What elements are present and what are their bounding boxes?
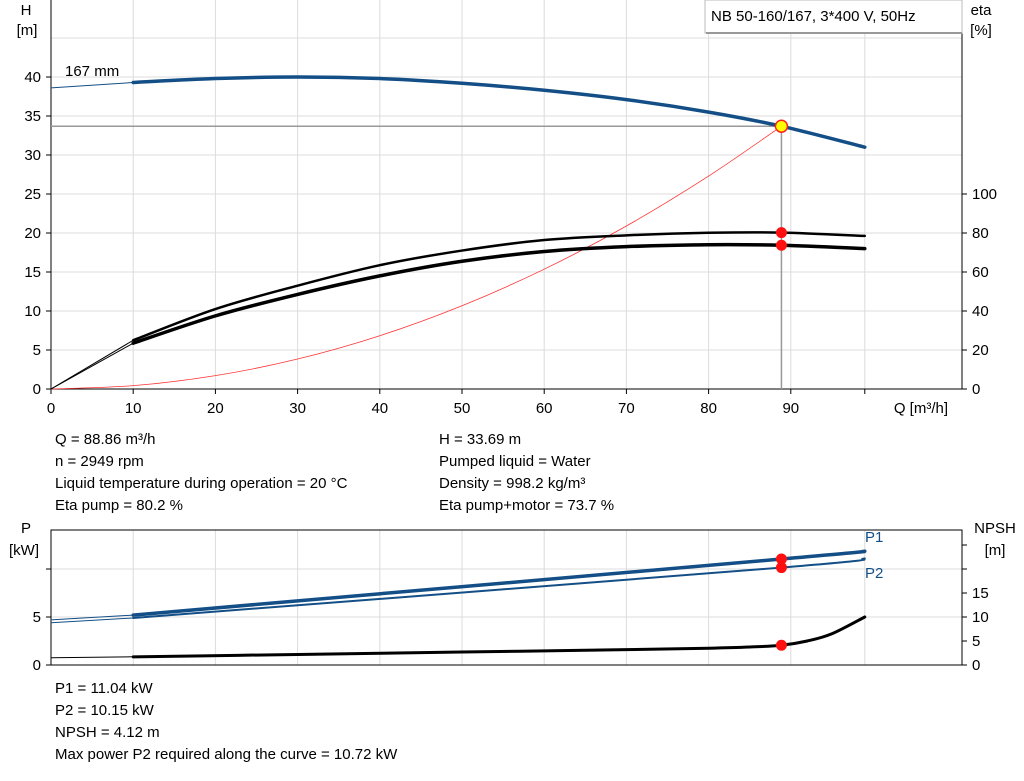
flow-value: Q = 88.86 m³/h — [55, 431, 156, 448]
p1-point — [775, 553, 787, 565]
y-tick-label-right: 0 — [972, 381, 980, 398]
y-axis-unit-right: [m] — [985, 542, 1006, 559]
y-tick-label-right: 100 — [972, 186, 997, 203]
eta-pump-motor-curve-extension — [50, 342, 134, 390]
y-tick-label-right: 5 — [972, 633, 980, 650]
x-tick-label: 30 — [289, 400, 306, 417]
system-curve — [50, 125, 782, 390]
y-axis-label-left: P — [21, 520, 31, 537]
y-tick-label-left: 35 — [24, 108, 41, 125]
p2-curve-extension — [50, 617, 134, 624]
p2-label: P2 — [865, 565, 883, 582]
eta-pump-motor-point — [775, 239, 787, 251]
y-tick-label-right: 40 — [972, 303, 989, 320]
p2-point — [775, 562, 787, 574]
p1-curve-extension — [50, 614, 134, 621]
y-tick-label-right: 60 — [972, 264, 989, 281]
duty-info-left: Q = 88.86 m³/h n = 2949 rpm Liquid tempe… — [55, 429, 347, 517]
eta-pump-motor-curve — [131, 242, 867, 345]
duty-point — [774, 119, 789, 133]
p1-label: P1 — [865, 529, 883, 546]
y-axis-unit-left: [m] — [17, 22, 38, 39]
chart-title: NB 50-160/167, 3*400 V, 50Hz — [711, 8, 916, 25]
npsh-value: NPSH = 4.12 m — [55, 724, 160, 741]
npsh-curve — [131, 615, 867, 659]
y-tick-label-right: 20 — [972, 342, 989, 359]
x-tick-label: 70 — [618, 400, 635, 417]
p2-value: P2 = 10.15 kW — [55, 702, 154, 719]
y-tick-label-right: 10 — [972, 609, 989, 626]
density-value: Density = 998.2 kg/m³ — [439, 475, 586, 492]
x-axis-label: Q [m³/h] — [894, 400, 948, 417]
x-tick-label: 0 — [47, 400, 55, 417]
eta-pump-point — [775, 227, 787, 239]
x-tick-label: 90 — [782, 400, 799, 417]
p1-value: P1 = 11.04 kW — [55, 680, 153, 697]
duty-info-right: H = 33.69 m Pumped liquid = Water Densit… — [439, 429, 614, 517]
eta-pump-curve — [131, 231, 867, 342]
y-tick-label-left: 5 — [33, 609, 41, 626]
power-plot-frame — [50, 529, 963, 666]
npsh-point — [775, 639, 787, 651]
x-tick-label: 60 — [536, 400, 553, 417]
y-axis-label-left: H — [21, 2, 32, 19]
y-tick-label-left: 0 — [33, 657, 41, 674]
y-tick-label-left: 5 — [33, 342, 41, 359]
speed-value: n = 2949 rpm — [55, 453, 144, 470]
y-tick-label-left: 15 — [24, 264, 41, 281]
y-tick-label-right: 0 — [972, 657, 980, 674]
x-tick-label: 50 — [454, 400, 471, 417]
p1-curve — [131, 549, 867, 617]
y-axis-label-right: NPSH — [974, 520, 1016, 537]
y-tick-label-left: 10 — [24, 303, 41, 320]
eta-pump-value: Eta pump = 80.2 % — [55, 497, 183, 514]
y-tick-label-left: 30 — [24, 147, 41, 164]
y-tick-label-left: 40 — [24, 69, 41, 86]
power-info: P1 = 11.04 kW P2 = 10.15 kW NPSH = 4.12 … — [55, 678, 397, 766]
y-tick-label-right: 80 — [972, 225, 989, 242]
head-curve-extension — [50, 82, 134, 89]
head-curve — [131, 75, 867, 149]
npsh-curve-extension — [50, 656, 134, 659]
y-tick-label-right: 15 — [972, 585, 989, 602]
title-box — [704, 0, 963, 34]
y-tick-label-left: 20 — [24, 225, 41, 242]
y-tick-label-left: 0 — [33, 381, 41, 398]
x-tick-label: 80 — [700, 400, 717, 417]
x-tick-label: 20 — [207, 400, 224, 417]
x-tick-label: 40 — [371, 400, 388, 417]
y-axis-unit-left: [kW] — [9, 542, 39, 559]
eta-pump-motor-value: Eta pump+motor = 73.7 % — [439, 497, 615, 514]
y-tick-label-left: 25 — [24, 186, 41, 203]
curve-label: 167 mm — [65, 63, 119, 80]
temperature-value: Liquid temperature during operation = 20… — [55, 475, 348, 492]
max-power-value: Max power P2 required along the curve = … — [55, 746, 398, 763]
y-axis-label-right: eta — [971, 2, 993, 19]
y-axis-unit-right: [%] — [970, 22, 992, 39]
head-value: H = 33.69 m — [439, 431, 522, 448]
p2-curve — [132, 557, 866, 619]
liquid-value: Pumped liquid = Water — [439, 453, 591, 470]
x-tick-label: 10 — [125, 400, 142, 417]
